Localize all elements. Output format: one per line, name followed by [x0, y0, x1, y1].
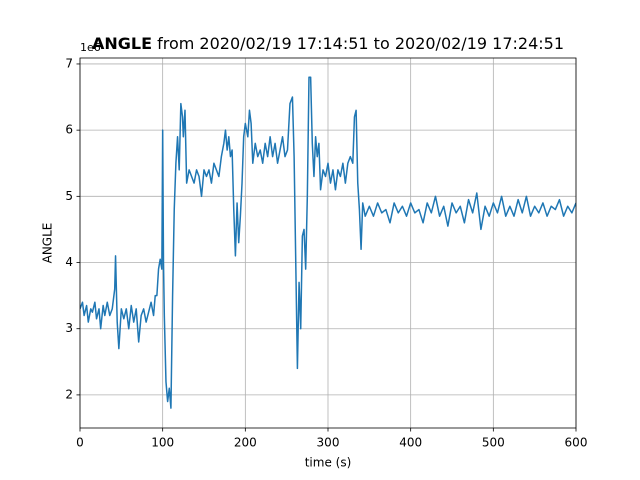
title-bold: ANGLE	[92, 34, 152, 53]
y-tick-label: 6	[65, 123, 73, 137]
x-tick-label: 600	[565, 436, 588, 450]
chart-title: ANGLE from 2020/02/19 17:14:51 to 2020/0…	[92, 34, 564, 53]
plot-frame	[79, 57, 577, 429]
y-tick-label: 7	[65, 56, 73, 70]
y-tick-label: 3	[65, 321, 73, 335]
offset-text: 1e6	[80, 41, 101, 54]
x-axis-label: time (s)	[305, 456, 352, 470]
y-tick-label: 4	[65, 255, 73, 269]
x-tick-label: 400	[399, 436, 422, 450]
title-rest: from 2020/02/19 17:14:51 to 2020/02/19 1…	[157, 34, 564, 53]
x-tick-label: 0	[76, 436, 84, 450]
x-tick-label: 500	[482, 436, 505, 450]
x-tick-label: 200	[234, 436, 257, 450]
y-axis-label: ANGLE	[41, 223, 55, 264]
x-tick-label: 300	[317, 436, 340, 450]
y-tick-label: 5	[65, 189, 73, 203]
data-line	[80, 76, 576, 409]
y-tick-label: 2	[65, 387, 73, 401]
plot: 0 100 200 300 400 500 600 2 3 4 5 6 7	[65, 56, 587, 449]
x-tick-label: 100	[151, 436, 174, 450]
